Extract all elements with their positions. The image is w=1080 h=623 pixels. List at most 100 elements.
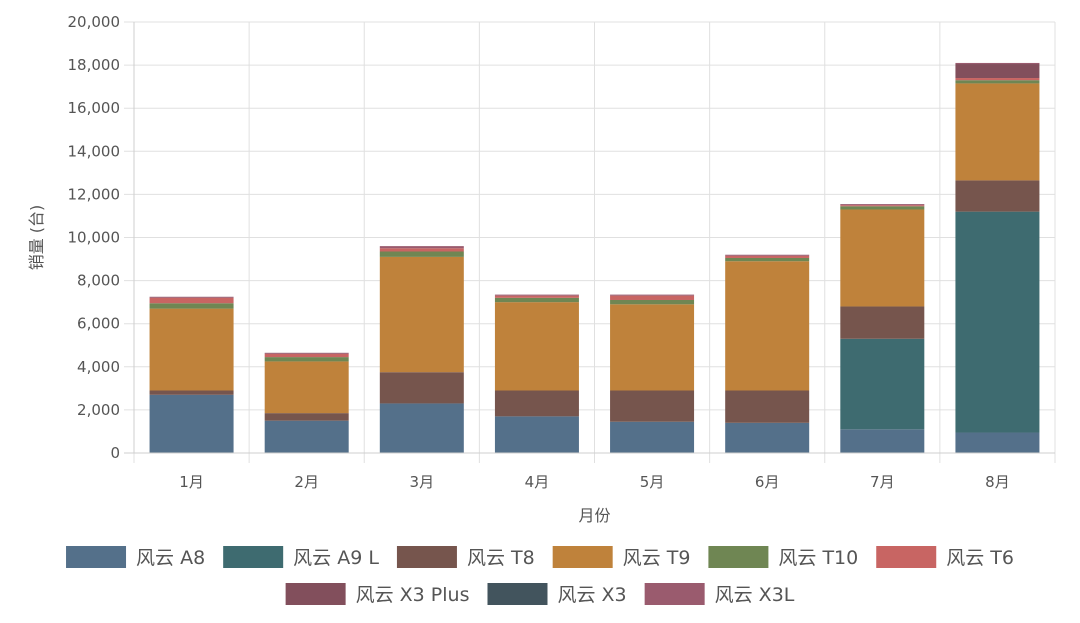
legend: 风云 A8 风云 A9 L 风云 T8 风云 T9 风云 T10 风云 T6 风云 X3 P… (66, 546, 1014, 606)
bar-segment (149, 308, 234, 391)
y-axis-title: 销量 (台) (27, 205, 46, 271)
bar-segment (955, 62, 1040, 65)
legend-label: 风云 X3 Plus (356, 584, 470, 606)
bar-segment (610, 295, 695, 300)
legend-label: 风云 T10 (778, 547, 858, 569)
bar-segment (725, 390, 810, 423)
bar-segment (955, 432, 1040, 453)
bar-segment (494, 390, 579, 417)
bar-segment (955, 83, 1040, 181)
legend-item: 风云 T10 (708, 546, 858, 569)
bar-segment (840, 429, 925, 453)
legend-label: 风云 X3L (715, 584, 795, 606)
bar-segment (840, 206, 925, 210)
legend-item: 风云 X3 (487, 583, 627, 606)
y-tick-label: 6,000 (77, 315, 120, 333)
bar-segment (379, 372, 464, 404)
bar-segment (149, 390, 234, 395)
bar-segment (494, 302, 579, 391)
y-tick-label: 10,000 (68, 229, 121, 247)
bar-segment (725, 257, 810, 262)
bar-segment (149, 394, 234, 453)
bar-segment (610, 421, 695, 453)
legend-swatch (223, 546, 284, 568)
bar-segment (264, 413, 349, 421)
y-tick-label: 18,000 (68, 56, 121, 74)
bar-segment (840, 204, 925, 206)
bar-segment (494, 294, 579, 296)
bar-segment (840, 338, 925, 430)
bar-segment (149, 303, 234, 309)
bar-segment (955, 211, 1040, 433)
bar-segment (840, 209, 925, 307)
bar-segment (840, 306, 925, 339)
legend-item: 风云 A9 L (223, 546, 379, 569)
legend-swatch (396, 546, 457, 568)
y-tick-label: 4,000 (77, 358, 120, 376)
bar-segment (725, 254, 810, 256)
bars-layer (149, 62, 1040, 453)
bar-segment (264, 361, 349, 414)
legend-item: 风云 X3 Plus (285, 583, 470, 606)
y-tick-label: 12,000 (68, 185, 121, 203)
y-tick-label: 14,000 (68, 142, 121, 160)
bar-segment (494, 297, 579, 303)
axes-layer: 0 2,000 4,000 6,000 8,000 10,000 12,000 14,000 1… (68, 13, 1055, 491)
legend-label: 风云 T8 (467, 547, 535, 569)
legend-swatch (285, 583, 346, 605)
bar-segment (379, 403, 464, 453)
bar-segment (264, 420, 349, 453)
bar-segment (610, 294, 695, 296)
legend-swatch (876, 546, 937, 568)
bar-segment (379, 256, 464, 373)
bar-segment (725, 261, 810, 391)
bar-segment (494, 416, 579, 453)
legend-swatch (644, 583, 705, 605)
bar-segment (494, 295, 579, 298)
x-tick-label: 7月 (870, 473, 895, 491)
legend-label: 风云 T6 (946, 547, 1014, 569)
x-tick-label: 4月 (525, 473, 550, 491)
y-tick-label: 16,000 (68, 99, 121, 117)
x-tick-label: 5月 (640, 473, 665, 491)
bar-segment (955, 180, 1040, 212)
legend-label: 风云 X3 (557, 584, 626, 606)
bar-segment (379, 248, 464, 252)
legend-label: 风云 A9 L (293, 547, 379, 569)
legend-swatch (552, 546, 613, 568)
y-tick-label: 2,000 (77, 401, 120, 419)
x-tick-label: 8月 (985, 473, 1010, 491)
x-tick-label: 6月 (755, 473, 780, 491)
bar-segment (610, 304, 695, 391)
bar-segment (264, 352, 349, 354)
legend-swatch (708, 546, 769, 568)
bar-segment (379, 246, 464, 249)
x-tick-label: 1月 (179, 473, 204, 491)
legend-swatch (487, 583, 548, 605)
y-tick-label: 20,000 (68, 13, 121, 31)
legend-item: 风云 T6 (876, 546, 1014, 569)
bar-segment (610, 390, 695, 422)
x-tick-label: 3月 (410, 473, 435, 491)
x-axis-title: 月份 (578, 506, 610, 525)
legend-label: 风云 T9 (623, 547, 691, 569)
bar-segment (610, 299, 695, 305)
bar-segment (955, 80, 1040, 84)
legend-item: 风云 A8 (66, 546, 205, 569)
legend-swatch (66, 546, 127, 568)
x-tick-label: 2月 (294, 473, 319, 491)
legend-item: 风云 T8 (396, 546, 535, 569)
bar-segment (149, 297, 234, 304)
legend-label: 风云 A8 (136, 547, 205, 569)
bar-segment (725, 422, 810, 453)
bar-segment (840, 205, 925, 207)
bar-segment (379, 251, 464, 257)
bar-segment (264, 357, 349, 362)
y-tick-label: 0 (110, 444, 120, 462)
bar-segment (149, 296, 234, 298)
legend-item: 风云 T9 (552, 546, 691, 569)
bar-segment (955, 64, 1040, 79)
bar-segment (955, 78, 1040, 81)
